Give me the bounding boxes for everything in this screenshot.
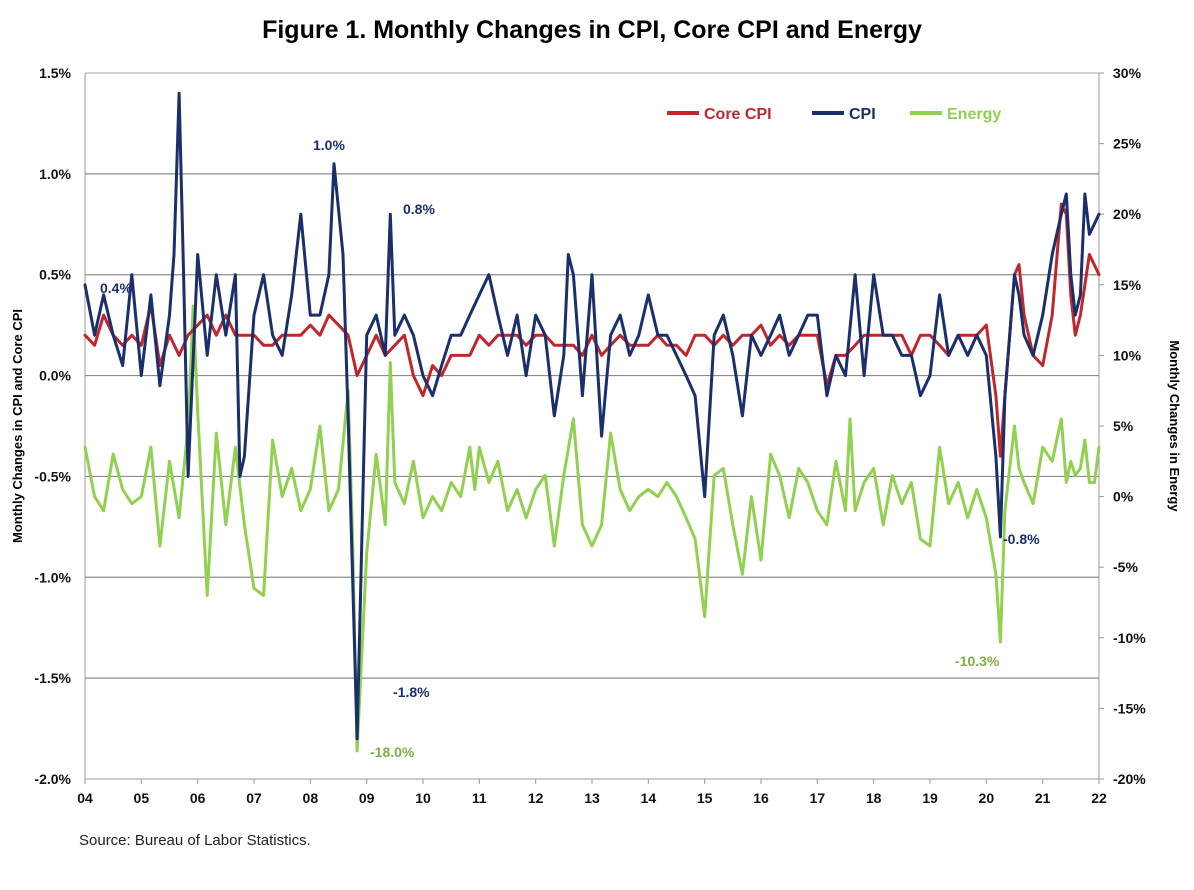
x-tick-label: 19	[922, 790, 938, 806]
x-tick-label: 16	[753, 790, 769, 806]
x-tick-label: 06	[190, 790, 206, 806]
chart-title: Figure 1. Monthly Changes in CPI, Core C…	[262, 16, 922, 44]
legend-label-core-cpi: Core CPI	[704, 106, 772, 123]
data-label: -18.0%	[370, 744, 415, 760]
y-right-tick-label: -15%	[1113, 700, 1146, 716]
x-tick-label: 21	[1035, 790, 1051, 806]
legend-label-energy: Energy	[947, 106, 1001, 123]
y-right-tick-label: -10%	[1113, 630, 1146, 646]
y-right-tick-label: 15%	[1113, 277, 1142, 293]
data-label: 1.0%	[313, 137, 345, 153]
y-right-tick-label: 5%	[1113, 418, 1134, 434]
y-right-axis-title: Monthly Changes in Energy	[1167, 340, 1182, 512]
x-tick-label: 10	[415, 790, 431, 806]
y-left-tick-label: 1.0%	[39, 166, 71, 182]
y-right-tick-label: 20%	[1113, 206, 1142, 222]
x-tick-label: 20	[979, 790, 995, 806]
legend-label-cpi: CPI	[849, 106, 876, 123]
y-left-tick-label: 1.5%	[39, 65, 71, 81]
plot-svg: 1.5% 1.0% 0.5% 0.0% -0.5% -1.0% -1.5% -2.0% 30% 2…	[10, 65, 1182, 806]
y-right-tick-label: -5%	[1113, 559, 1138, 575]
y-left-tick-label: -1.0%	[34, 569, 71, 585]
data-label: 0.8%	[403, 201, 435, 217]
y-right-tick-label: 10%	[1113, 347, 1142, 363]
y-left-tick-label: 0.0%	[39, 368, 71, 384]
series-line-energy	[83, 304, 1101, 753]
x-tick-label: 14	[641, 790, 657, 806]
x-tick-label: 08	[303, 790, 319, 806]
y-right-tick-label: 25%	[1113, 136, 1142, 152]
x-tick-label: 11	[472, 790, 487, 806]
y-right-tick-label: 0%	[1113, 489, 1134, 505]
y-left-axis-title: Monthly Changes in CPI and Core CPI	[10, 309, 25, 543]
y-left-tick-label: -2.0%	[34, 771, 71, 787]
x-tick-label: 04	[77, 790, 93, 806]
series-line-cpi	[83, 91, 1101, 741]
y-right-tick-label: -20%	[1113, 771, 1146, 787]
x-tick-label: 18	[866, 790, 882, 806]
x-tick-label: 22	[1091, 790, 1107, 806]
data-label: -1.8%	[393, 684, 430, 700]
data-label: 0.4%	[100, 280, 132, 296]
x-tick-label: 15	[697, 790, 713, 806]
y-left-tick-label: -0.5%	[34, 468, 71, 484]
x-tick-label: 12	[528, 790, 544, 806]
y-left-tick-label: 0.5%	[39, 267, 71, 283]
data-label: -10.3%	[955, 653, 1000, 669]
x-tick-label: 13	[584, 790, 600, 806]
x-tick-label: 17	[810, 790, 826, 806]
y-right-tick-label: 30%	[1113, 65, 1142, 81]
x-tick-label: 09	[359, 790, 375, 806]
data-label: -0.8%	[1003, 531, 1040, 547]
source-note: Source: Bureau of Labor Statistics.	[79, 832, 311, 849]
x-tick-label: 07	[246, 790, 262, 806]
x-tick-label: 05	[134, 790, 150, 806]
y-left-tick-label: -1.5%	[34, 670, 71, 686]
